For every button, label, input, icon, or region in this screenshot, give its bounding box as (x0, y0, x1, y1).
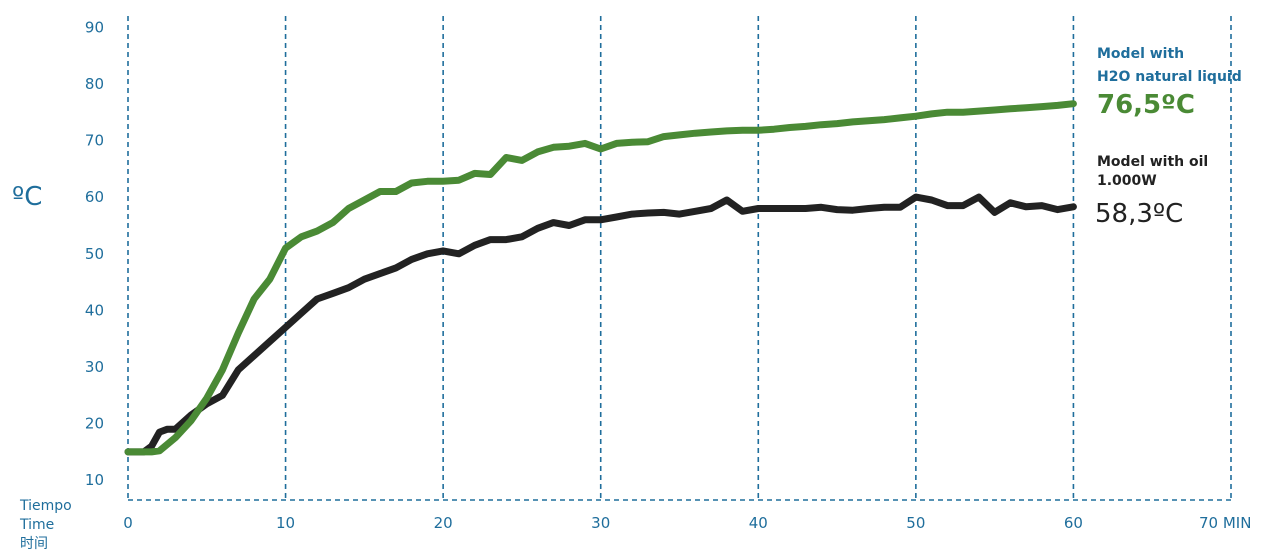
y-tick-label-50: 50 (85, 245, 104, 263)
legend-h2o-name-line-1: Model with (1097, 46, 1184, 62)
x-tick-label-10: 10 (276, 514, 295, 532)
x-axis-label-line-1: Tiempo (19, 498, 72, 514)
x-axis-label-line-3: 时间 (20, 536, 48, 552)
x-tick-label-0: 0 (123, 514, 133, 532)
x-tick-label-70: 70 MIN (1199, 514, 1251, 532)
x-tick-label-30: 30 (591, 514, 610, 532)
legend-h2o: Model with H2O natural liquid 76,5ºC (1097, 46, 1242, 120)
axes (127, 16, 1231, 501)
x-tick-label-40: 40 (749, 514, 768, 532)
legend-oil-name-line-2: 1.000W (1097, 173, 1157, 189)
y-tick-label-70: 70 (85, 132, 104, 150)
legend-h2o-final-value: 76,5ºC (1097, 90, 1195, 120)
series-line-h2o (124, 100, 1077, 456)
series-line-oil (124, 193, 1077, 456)
series-lines (124, 100, 1077, 456)
x-tick-label-60: 60 (1064, 514, 1083, 532)
y-tick-label-30: 30 (85, 358, 104, 376)
y-tick-label-40: 40 (85, 301, 104, 319)
legend-oil-final-value: 58,3ºC (1095, 199, 1183, 229)
legend-oil-name-line-1: Model with oil (1097, 154, 1208, 170)
y-tick-label-20: 20 (85, 415, 104, 433)
y-axis-label: ºC (12, 182, 42, 212)
grid-lines (284, 16, 1232, 500)
x-tick-label-50: 50 (906, 514, 925, 532)
legend-oil: Model with oil 1.000W 58,3ºC (1095, 154, 1208, 229)
x-tick-label-20: 20 (434, 514, 453, 532)
x-tick-labels: 0 10 20 30 40 50 60 70 MIN (123, 514, 1251, 532)
y-tick-label-60: 60 (85, 188, 104, 206)
legend-h2o-name-line-2: H2O natural liquid (1097, 69, 1242, 85)
y-tick-label-10: 10 (85, 471, 104, 489)
x-axis-label-line-2: Time (19, 517, 54, 533)
y-tick-label-90: 90 (85, 18, 104, 36)
y-tick-labels: 10 20 30 40 50 60 70 80 90 (85, 18, 104, 489)
y-tick-label-80: 80 (85, 75, 104, 93)
